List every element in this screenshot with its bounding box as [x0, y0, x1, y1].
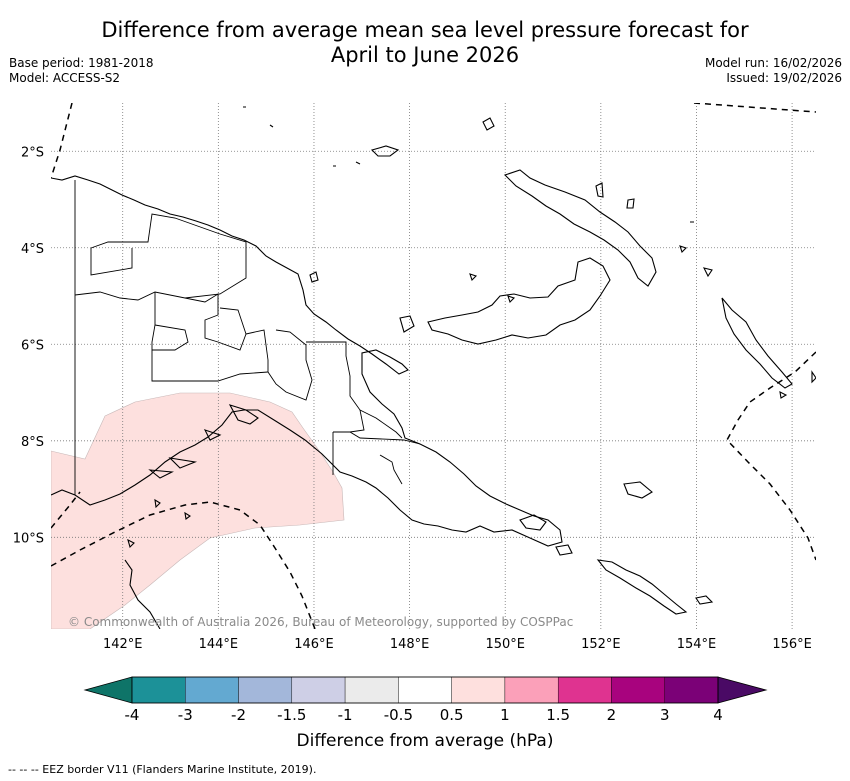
lon-label: 148°E [390, 637, 430, 652]
model-label: Model: ACCESS-S2 [9, 71, 121, 85]
solomon-islands-fringe [779, 370, 816, 399]
lon-label: 144°E [199, 637, 239, 652]
eez-borders [51, 103, 816, 629]
mussau-island [482, 117, 495, 131]
base-period-label: Base period: 1981-2018 [9, 56, 154, 70]
lon-label: 152°E [581, 637, 621, 652]
coastlines [51, 106, 816, 629]
colorbar-swatch [664, 676, 719, 704]
colorbar-swatch [131, 676, 186, 704]
colorbar-tick-label: 1 [500, 706, 510, 724]
new-ireland-coastline [503, 169, 657, 287]
colorbar-tick-label: 2 [607, 706, 617, 724]
title-line-1: Difference from average mean sea level p… [101, 18, 749, 42]
delta-islands [148, 404, 259, 479]
colorbar-extend-high [717, 676, 768, 704]
graticule: 142°E 144°E 146°E 148°E 150°E 152°E 154°E 156°E… [13, 103, 816, 652]
torres-islands [127, 498, 191, 549]
lon-label: 154°E [677, 637, 717, 652]
rossel-island [695, 595, 714, 605]
lat-label: 6°S [21, 338, 44, 353]
new-britain-coastline [427, 257, 611, 345]
woodlark-island [623, 481, 653, 499]
colorbar-tick-label: 4 [713, 706, 723, 724]
lon-label: 150°E [485, 637, 525, 652]
colorbar-frame [131, 676, 719, 704]
colorbar-swatch [185, 676, 239, 704]
colorbar-swatch [504, 676, 559, 704]
eez-footnote: -- -- -- EEZ border V11 (Flanders Marine… [8, 763, 317, 776]
colorbar-tick-label: -2 [231, 706, 246, 724]
colorbar-extend-low [83, 676, 133, 704]
cape-york-coast [124, 559, 161, 629]
colorbar-tick-label: -4 [125, 706, 140, 724]
colorbar: -4 -3 -2 -1.5 -1 -0.5 0.5 1 1.5 2 3 4 [83, 676, 768, 724]
lat-label: 2°S [21, 145, 44, 160]
dentrecasteaux-islands [519, 514, 573, 556]
model-info: Base period: 1981-2018 Model: ACCESS-S2 [9, 56, 154, 86]
buka-island [702, 267, 713, 278]
lon-label: 156°E [772, 637, 812, 652]
new-hanover-island [595, 182, 635, 209]
lon-label: 146°E [294, 637, 334, 652]
colorbar-swatch [398, 676, 452, 704]
anomaly-region [51, 392, 345, 629]
bougainville-coastline [721, 297, 793, 389]
colorbar-tick-label: 3 [660, 706, 670, 724]
karkar-island [309, 271, 319, 283]
lon-label: 142°E [103, 637, 143, 652]
lat-label: 10°S [13, 531, 44, 546]
colorbar-tick-label: 1.5 [546, 706, 570, 724]
title-line-2: April to June 2026 [330, 43, 520, 67]
colorbar-swatch [291, 676, 346, 704]
louisiade-archipelago [596, 559, 688, 615]
northern-atolls [243, 106, 694, 304]
lat-label: 8°S [21, 435, 44, 450]
issued-label: Issued: 19/02/2026 [726, 71, 842, 85]
provincial-borders [74, 180, 421, 495]
manus-island [370, 145, 400, 157]
colorbar-title: Difference from average (hPa) [296, 731, 554, 751]
copyright-notice: © Commonwealth of Australia 2026, Bureau… [68, 615, 573, 629]
colorbar-swatch [611, 676, 665, 704]
colorbar-swatch [557, 676, 612, 704]
umboi-island [399, 315, 415, 333]
colorbar-swatch [451, 676, 506, 704]
new-guinea-coastline [51, 175, 563, 547]
colorbar-tick-label: -1 [338, 706, 353, 724]
colorbar-swatch [238, 676, 293, 704]
colorbar-swatch [344, 676, 399, 704]
model-run-label: Model run: 16/02/2026 [704, 56, 842, 70]
colorbar-tick-label: -3 [178, 706, 193, 724]
run-info: Model run: 16/02/2026 Issued: 19/02/2026 [705, 56, 842, 86]
colorbar-tick-label: 0.5 [440, 706, 464, 724]
lat-label: 4°S [21, 242, 44, 257]
colorbar-tick-label: -1.5 [277, 706, 306, 724]
colorbar-tick-label: -0.5 [384, 706, 413, 724]
map-title: Difference from average mean sea level p… [0, 18, 850, 68]
